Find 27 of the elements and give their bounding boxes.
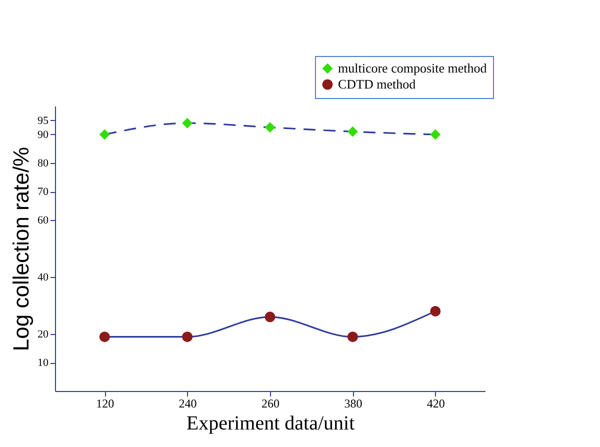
- y-tick-label: 60: [38, 214, 49, 226]
- point: [99, 129, 110, 140]
- y-tick-label: 90: [38, 129, 49, 141]
- x-tick-label: 260: [262, 396, 280, 410]
- y-axis-title: Log collection rate/%: [8, 146, 34, 352]
- y-tick-label: 20: [38, 328, 49, 340]
- point: [99, 332, 110, 342]
- point: [264, 122, 276, 133]
- y-tick-label: 40: [38, 272, 49, 284]
- x-tick-label: 120: [96, 396, 114, 410]
- y-tick-label: 10: [38, 357, 49, 369]
- y-tick-label: 70: [38, 186, 49, 198]
- y-tick-label: 95: [38, 114, 49, 127]
- point: [182, 118, 193, 128]
- point: [182, 332, 193, 342]
- x-tick-label: 240: [178, 396, 197, 410]
- point: [430, 129, 441, 140]
- x-tick-label: 380: [344, 396, 362, 410]
- legend-label: multicore composite method: [338, 60, 488, 76]
- point: [264, 312, 276, 322]
- y-tick-label: 80: [38, 158, 49, 170]
- x-tick-label: 420: [426, 396, 445, 410]
- point: [347, 332, 358, 342]
- x-axis-title: Experiment data/unit: [186, 412, 356, 434]
- legend-label: CDTD method: [338, 76, 416, 92]
- point: [347, 126, 358, 137]
- point: [430, 306, 441, 316]
